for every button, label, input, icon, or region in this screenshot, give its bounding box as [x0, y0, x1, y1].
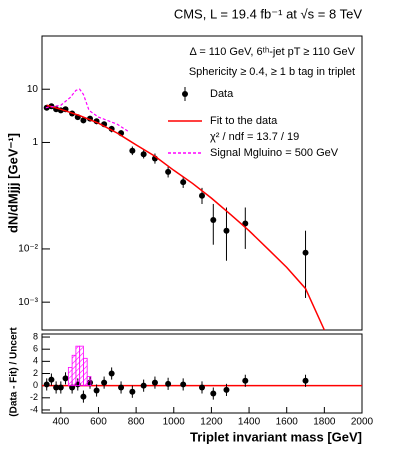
- data-point: [180, 381, 187, 388]
- data-point: [140, 382, 147, 389]
- x-axis-title: Triplet invariant mass [GeV]: [190, 429, 362, 444]
- signal-bar: [75, 345, 81, 387]
- x-tick-label: 400: [52, 417, 69, 428]
- data-point: [199, 192, 205, 199]
- signal-bar: [83, 357, 88, 387]
- data-point: [242, 377, 249, 384]
- data-point: [180, 179, 187, 186]
- x-tick-label: 1600: [276, 417, 299, 428]
- data-point: [302, 377, 309, 384]
- y-axis-title: dN/dMjjj [GeV⁻¹]: [5, 133, 20, 233]
- y-tick-label: 10⁻²: [18, 244, 38, 255]
- y-axis-title: (Data - Fit) / Uncert: [9, 327, 20, 417]
- y-tick-label: -2: [30, 392, 38, 402]
- y-tick-label: 2: [33, 368, 38, 378]
- data-point: [62, 375, 69, 382]
- legend-label: Signal Mgluino = 500 GeV: [210, 147, 339, 159]
- signal-bar: [67, 367, 73, 387]
- data-point: [223, 227, 230, 234]
- y-tick-label: 0: [33, 380, 38, 390]
- legend-label: Fit to the data: [210, 115, 278, 127]
- signal-bar: [79, 345, 84, 387]
- x-tick-label: 1000: [163, 417, 186, 428]
- data-point: [57, 384, 64, 391]
- annotation: Sphericity ≥ 0.4, ≥ 1 b tag in triplet: [189, 66, 355, 78]
- y-tick-label: 8: [33, 331, 38, 341]
- data-point: [53, 384, 60, 391]
- y-tick-label: 10⁻³: [18, 297, 38, 308]
- chart-title: CMS, L = 19.4 fb⁻¹ at √s = 8 TeV: [174, 6, 362, 21]
- data-point: [210, 390, 217, 397]
- data-point: [199, 384, 205, 391]
- x-tick-label: 600: [90, 417, 107, 428]
- data-point: [165, 380, 172, 387]
- residual-frame: [41, 333, 363, 414]
- data-point: [118, 384, 125, 391]
- fit-line: [46, 104, 326, 331]
- data-point: [302, 249, 309, 256]
- y-tick-label: 1: [32, 137, 38, 148]
- x-tick-label: 1400: [238, 417, 261, 428]
- data-point: [140, 151, 147, 158]
- x-tick-label: 800: [128, 417, 145, 428]
- legend-label: Data: [210, 88, 234, 100]
- y-tick-label: -4: [30, 404, 38, 414]
- y-tick-label: 10: [27, 84, 39, 95]
- signal-bar: [71, 354, 77, 387]
- data-point: [129, 388, 136, 395]
- data-point: [101, 379, 108, 386]
- x-tick-label: 2000: [351, 417, 374, 428]
- data-point: [93, 387, 100, 394]
- annotation: χ² / ndf = 13.7 / 19: [210, 131, 299, 143]
- data-point: [48, 376, 55, 383]
- signal-bar: [86, 376, 92, 387]
- data-point: [43, 381, 50, 388]
- x-tick-label: 1800: [313, 417, 336, 428]
- y-tick-label: 6: [33, 344, 38, 354]
- data-point: [165, 168, 172, 175]
- x-tick-label: 1200: [200, 417, 223, 428]
- y-tick-label: 4: [33, 356, 38, 366]
- data-point: [80, 393, 87, 400]
- data-point: [210, 216, 217, 223]
- data-point: [108, 370, 115, 377]
- data-point: [129, 147, 136, 154]
- legend-marker: [182, 91, 188, 97]
- main-frame: [41, 35, 363, 331]
- data-point: [242, 220, 249, 227]
- data-point: [223, 386, 230, 393]
- signal-line: [45, 88, 129, 133]
- data-point: [80, 117, 87, 124]
- annotation: Δ = 110 GeV, 6ᵗʰ-jet pT ≥ 110 GeV: [190, 46, 356, 58]
- data-point: [151, 379, 158, 386]
